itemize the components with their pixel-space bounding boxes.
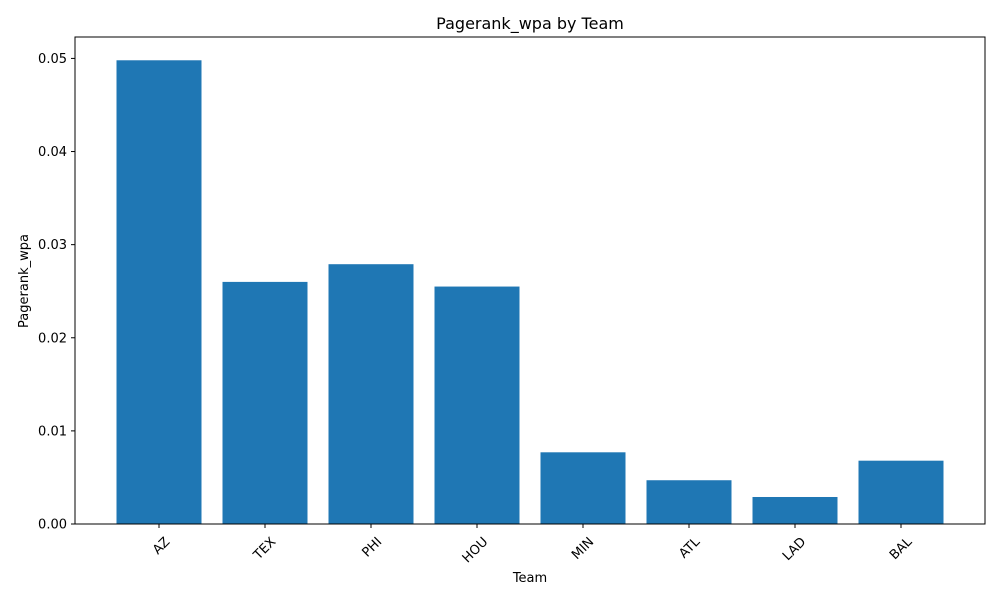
y-tick-label: 0.05	[38, 52, 67, 67]
bar-hou	[434, 286, 520, 524]
bars-group	[116, 60, 944, 524]
y-tick-label: 0.04	[38, 145, 67, 160]
x-axis-label: Team	[512, 571, 547, 586]
x-tick-label: MIN	[569, 535, 597, 563]
y-tick-label: 0.00	[38, 518, 67, 533]
x-axis-ticks: AZ TEX PHI HOU MIN ATL LAD BAL	[150, 524, 916, 566]
y-tick-label: 0.03	[38, 238, 67, 253]
plot-background	[75, 37, 985, 524]
bar-bal	[858, 460, 944, 524]
bar-atl	[646, 480, 732, 524]
x-tick-label: TEX	[250, 535, 279, 564]
plot-frame	[74, 36, 986, 525]
bar-tex	[222, 281, 308, 524]
x-tick-label: LAD	[780, 535, 809, 564]
chart-title: Pagerank_wpa by Team	[436, 14, 624, 34]
y-axis-label: Pagerank_wpa	[17, 234, 32, 328]
x-tick-label: ATL	[676, 534, 703, 561]
y-tick-label: 0.01	[38, 424, 67, 439]
bar-az	[116, 60, 202, 524]
y-axis-ticks: 0.00 0.01 0.02 0.03 0.04 0.05	[38, 52, 75, 533]
bar-lad	[752, 496, 838, 524]
x-tick-label: HOU	[460, 535, 491, 566]
bar-min	[540, 452, 626, 524]
x-tick-label: PHI	[359, 535, 385, 561]
x-tick-label: AZ	[150, 535, 173, 558]
x-tick-label: BAL	[887, 534, 916, 563]
bar-phi	[328, 264, 414, 524]
y-tick-label: 0.02	[38, 331, 67, 346]
